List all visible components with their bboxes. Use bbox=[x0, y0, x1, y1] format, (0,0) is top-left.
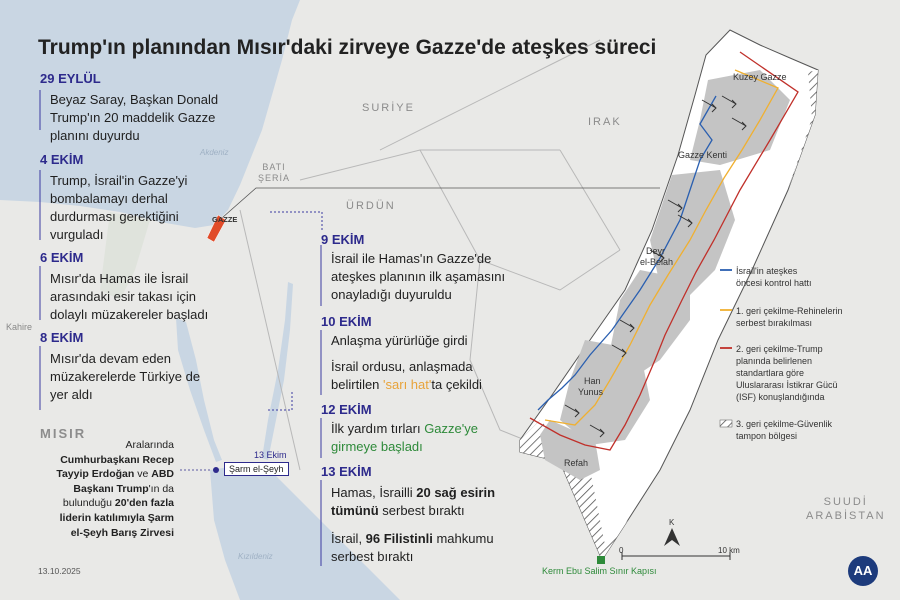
legend-symbols bbox=[719, 269, 733, 428]
summit-description: Aralarında Cumhurbaşkanı Recep Tayyip Er… bbox=[56, 439, 174, 539]
footer-date: 13.10.2025 bbox=[38, 566, 81, 576]
label-suudi: SUUDİ ARABİSTAN bbox=[806, 496, 886, 522]
gulf-of-suez bbox=[176, 318, 222, 462]
timeline-date-1: 29 EYLÜL bbox=[40, 71, 101, 86]
label-sarm-date: 13 Ekim bbox=[254, 450, 287, 460]
timeline-text-2: Trump, İsrail'in Gazze'yi bombalamayı der… bbox=[50, 173, 188, 242]
timeline-date-3: 6 EKİM bbox=[40, 250, 84, 265]
label-han-yunus: Han Yunus bbox=[578, 376, 604, 397]
timeline-text-10-ekim: Anlaşma yürürlüğe girdi İsrail ordusu, a… bbox=[331, 333, 482, 392]
label-kizildeniz: Kızıldeniz bbox=[238, 552, 273, 561]
label-gazze-small: GAZZE bbox=[212, 215, 238, 224]
gaza-enlarged-panel bbox=[519, 29, 819, 564]
timeline-lines bbox=[39, 90, 322, 566]
page-title: Trump'ın planından Mısır'daki zirveye Ga… bbox=[38, 36, 657, 59]
label-kahire: Kahire bbox=[6, 322, 33, 332]
legend-red-line: 2. geri çekilme-Trump planında belirlenen… bbox=[736, 344, 838, 402]
red-line bbox=[529, 51, 799, 451]
sarm-el-seyh-marker bbox=[213, 467, 219, 473]
blue-line bbox=[537, 95, 717, 411]
timeline-text-1: Beyaz Saray, Başkan Donald Trump'ın 20 ma… bbox=[50, 92, 219, 143]
label-deyr-el-belah: Deyr el-Belah bbox=[640, 246, 674, 267]
red-sea bbox=[210, 462, 400, 600]
timeline-date-10-ekim: 10 EKİM bbox=[321, 314, 372, 329]
timeline-date-12-ekim: 12 EKİM bbox=[321, 402, 372, 417]
legend-yellow-line: 1. geri çekilme-Rehinelerin serbest bırak… bbox=[736, 306, 843, 328]
label-kerm-ebu-salim: Kerm Ebu Salim Sınır Kapısı bbox=[542, 566, 657, 576]
label-sarm-el-seyh: Şarm el-Şeyh bbox=[224, 462, 289, 476]
timeline-text-12-ekim: İlk yardım tırları Gazze'ye girmeye başl… bbox=[331, 421, 478, 454]
gulf-of-aqaba bbox=[262, 282, 293, 460]
label-urdun: ÜRDÜN bbox=[346, 200, 396, 212]
label-bati-seria: BATI ŞERİA bbox=[258, 162, 291, 183]
connector-line bbox=[213, 187, 660, 226]
legend-blue-line: İsrail'in ateşkes öncesi kontrol hattı bbox=[736, 266, 812, 288]
label-misir: MISIR bbox=[40, 426, 87, 441]
timeline-date-9-ekim: 9 EKİM bbox=[321, 232, 365, 247]
dotted-connectors bbox=[268, 211, 323, 411]
gaza-small-marker bbox=[206, 214, 227, 243]
withdrawal-arrows bbox=[564, 95, 747, 438]
timeline-text-13-ekim: Hamas, İsrailli 20 sağ esirin tümünü ser… bbox=[331, 485, 496, 564]
timeline-text-3: Mısır'da Hamas ile İsrail arasındaki esir… bbox=[50, 271, 209, 322]
timeline-date-13-ekim: 13 EKİM bbox=[321, 464, 372, 479]
mediterranean-sea bbox=[0, 0, 300, 228]
scale-bar bbox=[621, 552, 731, 560]
label-akdeniz: Akdeniz bbox=[200, 148, 229, 157]
label-kuzey-gazze: Kuzey Gazze bbox=[733, 72, 787, 82]
timeline-text-9-ekim: İsrail ile Hamas'ın Gazze'de ateşkes plan… bbox=[331, 251, 506, 302]
agency-logo: AA bbox=[848, 556, 878, 586]
label-scale-10km: 10 km bbox=[718, 546, 740, 555]
label-north: K bbox=[669, 518, 675, 527]
north-arrow bbox=[664, 528, 680, 546]
timeline-text-4: Mısır'da devam eden müzakerelerde Türkiye… bbox=[50, 351, 201, 402]
label-suriye: SURİYE bbox=[362, 102, 415, 114]
nile-delta bbox=[100, 212, 150, 300]
yellow-line bbox=[544, 69, 779, 426]
label-irak: IRAK bbox=[588, 116, 622, 128]
label-refah: Refah bbox=[564, 458, 589, 468]
kerm-crossing-marker bbox=[597, 556, 605, 564]
label-gazze-kenti: Gazze Kenti bbox=[678, 150, 728, 160]
label-scale-0: 0 bbox=[619, 546, 624, 555]
legend-hatch-buffer: 3. geri çekilme-Güvenlik tampon bölgesi bbox=[736, 419, 833, 441]
timeline-date-2: 4 EKİM bbox=[40, 152, 84, 167]
timeline-date-4: 8 EKİM bbox=[40, 330, 84, 345]
